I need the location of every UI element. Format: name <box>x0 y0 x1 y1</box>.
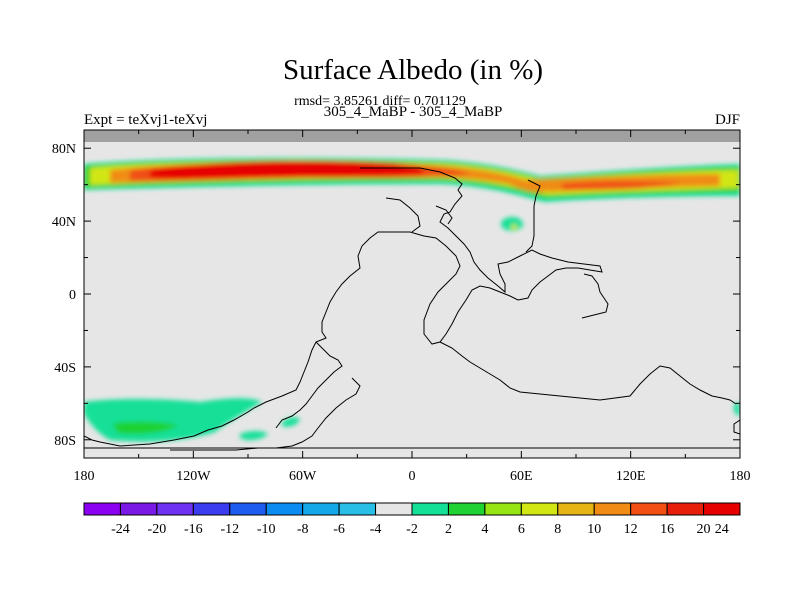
experiment-label: Expt = teXvj1-teXvj <box>84 112 208 128</box>
colorbar-label: -6 <box>333 522 345 537</box>
colorbar-swatch <box>666 502 705 516</box>
y-tick-label: 80N <box>52 142 76 157</box>
colorbar-label: -20 <box>148 522 167 537</box>
anomaly-field <box>84 157 740 442</box>
colorbar-swatch <box>119 502 158 516</box>
continent-outlines <box>84 167 740 451</box>
coast-islands <box>581 273 609 319</box>
x-tick-label: 60E <box>510 469 533 484</box>
north-band-peak-west <box>150 161 424 179</box>
colorbar-swatch <box>411 502 449 516</box>
subtitle: 305_4_MaBP - 305_4_MaBP <box>323 104 503 120</box>
colorbar-label: -4 <box>370 522 382 537</box>
x-tick-label: 180 <box>74 469 95 484</box>
coast-east-asia <box>525 179 541 253</box>
colorbar-label: 6 <box>518 522 525 537</box>
coast-africa-south <box>439 341 737 405</box>
axis-ticks <box>83 130 741 458</box>
coast-south-inner <box>170 377 361 451</box>
x-tick-label: 180 <box>730 469 751 484</box>
colorbar-label: 8 <box>554 522 561 537</box>
south-patch-east <box>733 402 740 416</box>
south-patch-small-2 <box>282 417 300 427</box>
colorbar-swatch <box>557 502 595 516</box>
colorbar-label: -10 <box>257 522 276 537</box>
colorbar-swatch <box>593 502 632 516</box>
colorbar: -24 -20 -16 -12 -10 -8 -6 -4 -2 2 4 6 8 10 12 16 20 24 <box>83 502 741 537</box>
colorbar-swatch <box>338 502 377 516</box>
north-band-peak-east <box>560 181 680 190</box>
x-tick-label: 0 <box>409 469 416 484</box>
coast-southern-edge <box>84 419 740 449</box>
north-band-orange-east <box>495 174 545 193</box>
colorbar-label: 2 <box>445 522 452 537</box>
colorbar-label: -24 <box>111 522 130 537</box>
stats-line: rmsd= 3.85261 diff= 0.701129 <box>294 94 466 109</box>
colorbar-label: -2 <box>406 522 418 537</box>
x-tick-label: 120W <box>176 469 211 484</box>
colorbar-swatch <box>703 502 741 516</box>
x-tick-label: 60W <box>289 469 317 484</box>
y-tick-label: 40N <box>52 215 76 230</box>
y-tick-label: 0 <box>69 288 76 303</box>
asia-patch-outer <box>501 217 523 231</box>
page-title: Surface Albedo (in %) <box>282 54 544 86</box>
asia-patch-inner <box>511 224 517 230</box>
x-tick-label: 120E <box>616 469 646 484</box>
colorbar-label: 12 <box>624 522 638 537</box>
coast-northern <box>119 167 603 447</box>
colorbar-label: 4 <box>481 522 488 537</box>
colorbar-swatch <box>83 502 121 516</box>
colorbar-swatch <box>302 502 340 516</box>
colorbar-swatch <box>265 502 304 516</box>
coast-south-america <box>275 341 343 429</box>
colorbar-label: 24 <box>715 522 729 537</box>
colorbar-swatch <box>630 502 668 516</box>
season-label: DJF <box>714 112 740 128</box>
colorbar-label: 10 <box>587 522 601 537</box>
colorbar-label: -8 <box>297 522 309 537</box>
coast-small-loop <box>385 197 453 233</box>
colorbar-label: -12 <box>220 522 239 537</box>
colorbar-swatch <box>520 502 559 516</box>
colorbar-swatch <box>447 502 486 516</box>
south-patch-small-1 <box>240 431 268 441</box>
colorbar-label: 20 <box>697 522 711 537</box>
y-tick-label: 80S <box>54 434 76 449</box>
y-tick-label: 40S <box>54 361 76 376</box>
colorbar-swatch <box>156 502 194 516</box>
colorbar-swatch <box>192 502 231 516</box>
axis-tick-labels: 180 120W 60W 0 60E 120E 180 80N 40N 0 40S 80S <box>52 142 751 484</box>
colorbar-swatch <box>375 502 413 516</box>
colorbar-swatch <box>484 502 522 516</box>
colorbar-swatch <box>229 502 267 516</box>
south-patch-inner <box>112 421 178 435</box>
colorbar-label: 16 <box>660 522 674 537</box>
colorbar-label: -16 <box>184 522 203 537</box>
